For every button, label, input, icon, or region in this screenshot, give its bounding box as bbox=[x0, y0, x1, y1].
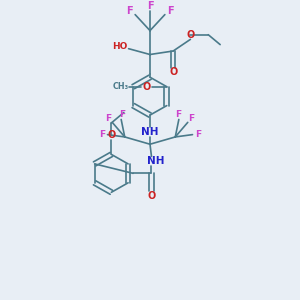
Text: F: F bbox=[147, 1, 153, 11]
Text: F: F bbox=[175, 110, 181, 119]
Text: F: F bbox=[99, 130, 105, 139]
Text: O: O bbox=[186, 30, 194, 40]
Text: O: O bbox=[147, 191, 156, 201]
Text: O: O bbox=[107, 130, 116, 140]
Text: NH: NH bbox=[141, 127, 159, 137]
Text: F: F bbox=[188, 113, 195, 122]
Text: F: F bbox=[119, 110, 125, 119]
Text: F: F bbox=[167, 6, 173, 16]
Text: O: O bbox=[169, 67, 177, 77]
Text: F: F bbox=[127, 6, 133, 16]
Text: HO: HO bbox=[112, 42, 128, 51]
Text: F: F bbox=[105, 113, 112, 122]
Text: O: O bbox=[142, 82, 151, 92]
Text: F: F bbox=[195, 130, 201, 139]
Text: NH: NH bbox=[147, 156, 164, 166]
Text: CH₃: CH₃ bbox=[112, 82, 129, 91]
